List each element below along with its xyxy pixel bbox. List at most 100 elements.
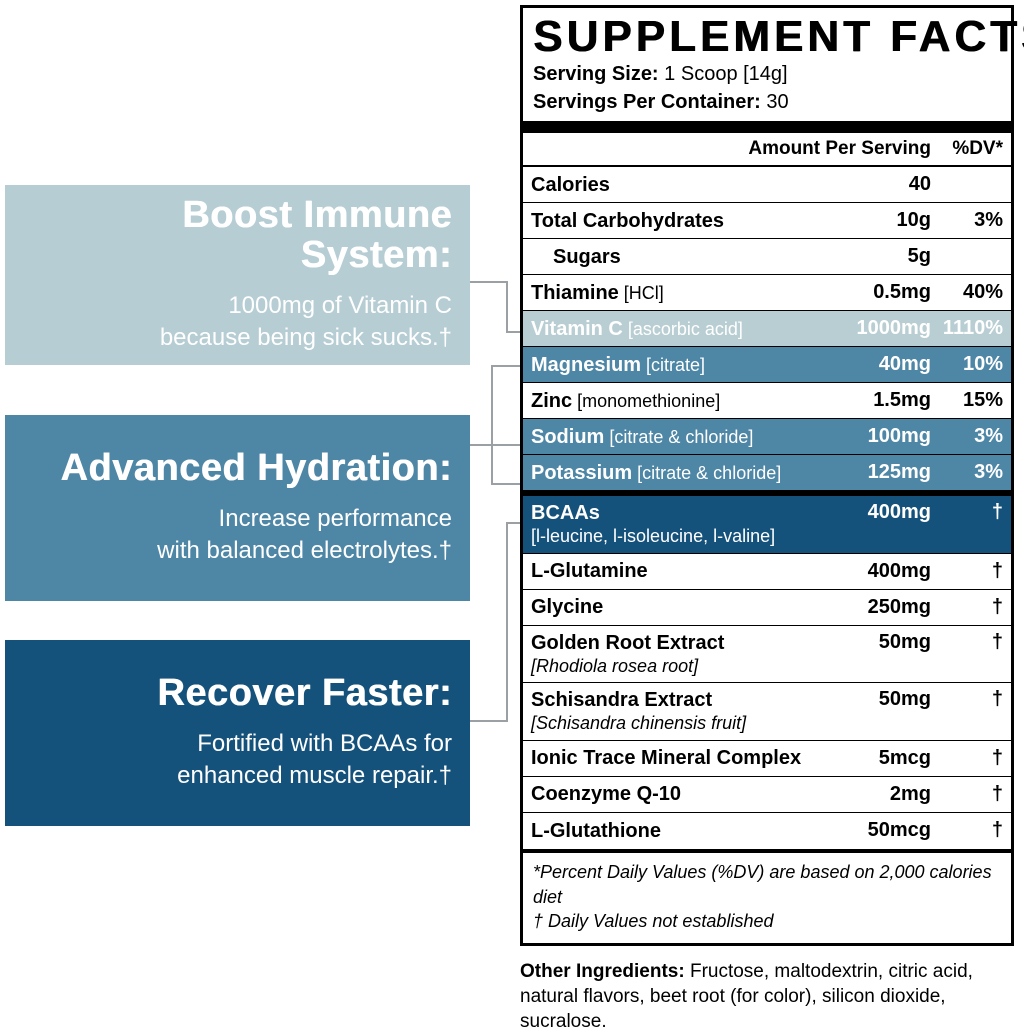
row-dv: 15% [962,389,1003,411]
connector-immune-vertical [506,281,508,333]
callout-boost-immune-line2: because being sick sucks.† [159,323,452,351]
row-amount: 10g [896,209,931,231]
row-amount: 400mg [867,559,931,582]
row-name: Ionic Trace Mineral Complex [531,746,836,770]
row-dv: † [991,746,1003,769]
row-amount: 2mg [889,782,931,805]
row-amount: 0.5mg [873,281,931,303]
footnotes: *Percent Daily Values (%DV) are based on… [523,848,1011,943]
table-row: Glycine 250mg † [523,590,1011,626]
table-row: BCAAs [l-leucine, l-isoleucine, l-valine]… [523,491,1011,554]
table-row: Schisandra Extract [Schisandra chinensis … [523,683,1011,741]
connector-recover-to-bcaas [506,522,522,524]
row-ingredient-name: L-Glutamine [531,560,648,583]
row-amount: 1.5mg [873,389,931,411]
table-row: Coenzyme Q-10 2mg † [523,777,1011,813]
servings-per-container-value: 30 [766,91,789,113]
row-name: Potassium [citrate & chloride] [531,461,836,485]
row-ingredient-detail: [l-leucine, l-isoleucine, l-valine] [531,526,776,546]
row-amount: 40 [908,173,931,195]
row-dv: † [991,630,1003,653]
row-ingredient-name: Calories [531,173,610,196]
row-name: Glycine [531,595,836,619]
row-name: L-Glutamine [531,559,836,583]
row-ingredient-name: Total Carbohydrates [531,209,724,232]
row-name: Zinc [monomethionine] [531,389,836,413]
row-ingredient-detail: [ascorbic acid] [622,318,743,339]
row-ingredient-name: Sodium [531,425,605,448]
footnote-daily-values: † Daily Values not established [533,911,774,932]
row-amount: 400mg [867,501,931,523]
other-ingredients-label: Other Ingredients: [520,961,685,983]
table-row: Sugars 5g [523,239,1011,275]
connector-hydration-to-potassium [491,483,522,485]
row-amount: 40mg [878,353,931,375]
table-row: Golden Root Extract [Rhodiola rosea root]… [523,626,1011,684]
callout-advanced-hydration-line2: with balanced electrolytes.† [157,536,452,564]
callout-advanced-hydration: Advanced Hydration: Increase performance… [5,415,470,601]
row-amount: 5mcg [878,746,931,769]
row-dv: † [991,819,1003,842]
percent-dv-header: %DV* [952,138,1003,159]
table-row: Vitamin C [ascorbic acid] 1000mg 1110% [523,311,1011,347]
row-name: Thiamine [HCl] [531,281,836,305]
connector-hydration-vertical [491,365,493,485]
table-row: Zinc [monomethionine] 1.5mg 15% [523,383,1011,419]
row-ingredient-name: Coenzyme Q-10 [531,783,682,806]
table-row: Ionic Trace Mineral Complex 5mcg † [523,741,1011,777]
row-dv: 10% [962,353,1003,375]
row-amount: 100mg [867,425,931,447]
row-amount: 125mg [867,461,931,483]
row-ingredient-name: Vitamin C [531,317,623,340]
table-row: Potassium [citrate & chloride] 125mg 3% [523,455,1011,491]
table-row: Sodium [citrate & chloride] 100mg 3% [523,419,1011,455]
row-dv: 1110% [942,317,1003,339]
connector-recover-vertical [506,522,508,722]
callout-boost-immune: Boost Immune System: 1000mg of Vitamin C… [5,185,470,365]
row-dv: † [991,688,1003,711]
facts-rows: Calories 40 Total Carbohydrates 10g 3% S… [523,167,1011,849]
row-dv: † [991,559,1003,582]
row-ingredient-name: Sugars [553,245,621,268]
row-amount: 50mcg [867,819,931,842]
row-name: Schisandra Extract [Schisandra chinensis … [531,688,836,735]
row-ingredient-detail: [citrate & chloride] [632,462,782,483]
table-row: L-Glutathione 50mcg † [523,813,1011,849]
row-name: Golden Root Extract [Rhodiola rosea root] [531,631,836,678]
row-dv: 3% [974,209,1003,231]
row-ingredient-name: Potassium [531,461,633,484]
facts-column-header: Amount Per Serving %DV* [523,133,1011,167]
supplement-facts-panel: SUPPLEMENT FACTS Serving Size: 1 Scoop [… [520,5,1024,947]
connector-immune-to-vitamin-c [506,331,522,333]
row-name: Calories [531,173,836,197]
row-ingredient-detail: [Schisandra chinensis fruit] [531,713,747,734]
servings-per-container: Servings Per Container: 30 [533,90,1001,115]
amount-per-serving-header: Amount Per Serving [748,138,931,159]
row-name: BCAAs [l-leucine, l-isoleucine, l-valine] [531,501,836,548]
row-ingredient-detail: [monomethionine] [572,390,721,411]
row-ingredient-name: Zinc [531,389,573,412]
callout-advanced-hydration-subtitle: Increase performance with balanced elect… [157,503,452,567]
row-ingredient-name: L-Glutathione [531,819,661,842]
table-row: L-Glutamine 400mg † [523,554,1011,590]
callout-recover-faster: Recover Faster: Fortified with BCAAs for… [5,640,470,826]
row-name: Coenzyme Q-10 [531,782,836,806]
row-dv: 40% [962,281,1003,303]
row-name: Sodium [citrate & chloride] [531,425,836,449]
row-dv: 3% [974,425,1003,447]
footnote-percent-dv: *Percent Daily Values (%DV) are based on… [533,861,992,907]
table-row: Calories 40 [523,167,1011,203]
row-ingredient-detail: [HCl] [618,282,664,303]
panel-title: SUPPLEMENT FACTS [533,12,1024,61]
row-ingredient-detail: [citrate] [641,354,706,375]
row-name: Total Carbohydrates [531,209,836,233]
serving-size-label: Serving Size: [533,63,659,85]
row-ingredient-name: Glycine [531,596,604,619]
table-row: Thiamine [HCl] 0.5mg 40% [523,275,1011,311]
connector-hydration-to-sodium [470,444,522,446]
row-amount: 250mg [867,595,931,618]
row-ingredient-name: Schisandra Extract [531,689,713,712]
servings-per-container-label: Servings Per Container: [533,91,761,113]
serving-size-value: 1 Scoop [14g] [664,63,788,85]
connector-recover-horizontal [470,720,508,722]
